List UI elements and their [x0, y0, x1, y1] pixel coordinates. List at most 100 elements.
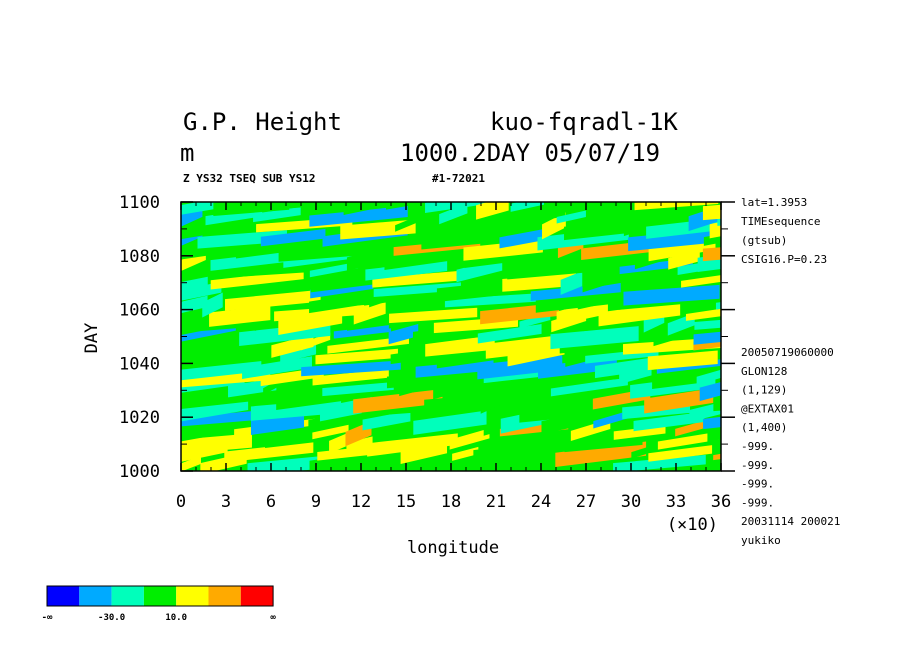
field-cell	[353, 389, 443, 414]
x-tick-label: 27	[576, 492, 596, 512]
field-cell	[327, 336, 409, 354]
field-cell	[623, 220, 647, 237]
x-tick-label: 18	[441, 492, 461, 512]
field-cell	[720, 290, 721, 304]
heatmap-field	[181, 202, 721, 471]
side-info-line: 20031114 200021	[741, 515, 840, 528]
colorbar-swatch	[143, 586, 177, 606]
field-cell	[628, 228, 719, 252]
field-cell	[353, 301, 386, 325]
field-cell	[699, 381, 721, 402]
field-band	[181, 266, 721, 295]
field-cell	[550, 377, 628, 397]
field-cell	[309, 292, 367, 314]
field-cell	[499, 227, 551, 249]
field-cell	[388, 324, 419, 345]
units-label: m	[180, 139, 194, 167]
field-cell	[373, 282, 461, 298]
field-cell	[347, 314, 397, 331]
field-cell	[533, 389, 592, 403]
field-cell	[312, 423, 349, 440]
field-cell	[367, 430, 458, 457]
x-tick-label: 21	[486, 492, 506, 512]
field-cell	[644, 388, 714, 414]
field-cell	[647, 350, 718, 371]
field-cell	[413, 410, 487, 435]
side-info-line: 20050719060000	[741, 346, 834, 359]
field-cell	[564, 435, 643, 453]
y-tick-label: 1040	[119, 354, 160, 374]
field-cell	[301, 360, 401, 377]
colorbar-label: -∞	[42, 613, 53, 623]
field-cell	[555, 441, 647, 468]
field-cell	[181, 433, 252, 454]
field-cell	[507, 261, 584, 280]
field-cell	[362, 410, 411, 431]
field-cell	[696, 369, 721, 385]
field-cell	[242, 356, 312, 380]
field-cell	[250, 413, 305, 435]
field-cell	[309, 205, 408, 227]
y-tick-label: 1060	[119, 301, 160, 321]
field-cell	[476, 202, 509, 220]
y-axis: 1000 1020 1040 1060 1080 1100	[119, 193, 735, 482]
x-tick-label: 6	[266, 492, 276, 512]
field-cell	[599, 249, 641, 271]
field-cell	[681, 275, 721, 288]
field-cell	[613, 425, 666, 440]
field-cell	[271, 334, 314, 358]
field-cell	[209, 305, 271, 327]
x-tick-label: 9	[311, 492, 321, 512]
colorbar-swatch	[240, 586, 274, 606]
field-cell	[260, 228, 326, 247]
field-cell	[390, 348, 437, 365]
y-tick-label: 1080	[119, 247, 160, 267]
colorbar-swatch	[111, 586, 144, 606]
field-cell	[343, 202, 395, 215]
field-cell	[652, 368, 705, 390]
field-cell	[689, 402, 721, 422]
field-cell	[425, 202, 493, 213]
field-cell	[210, 269, 304, 290]
side-info-line: -999.	[741, 440, 774, 453]
field-cell	[477, 355, 563, 380]
side-info-line: @EXTAX01	[741, 402, 794, 415]
field-cell	[278, 240, 378, 262]
field-cell	[613, 454, 706, 471]
field-cell	[485, 433, 577, 454]
field-cell	[228, 277, 315, 297]
field-cell	[598, 301, 681, 327]
x-tick-label: 3	[221, 492, 231, 512]
x-multiplier: (×10)	[667, 515, 718, 535]
y-axis-label: DAY	[82, 323, 102, 354]
field-cell	[693, 331, 721, 345]
field-cell	[312, 369, 389, 386]
field-cell	[519, 399, 616, 423]
field-cell	[309, 261, 359, 278]
date-subtitle: 1000.2DAY 05/07/19	[400, 139, 660, 167]
field-cell	[197, 230, 287, 249]
field-cell	[280, 344, 317, 364]
x-tick-label: 24	[531, 492, 551, 512]
field-cell	[322, 381, 394, 397]
colorbar-label: ∞	[270, 613, 276, 623]
field-cell	[253, 206, 301, 223]
field-cell	[588, 202, 634, 213]
colorbar-swatch	[47, 586, 80, 606]
field-cell	[685, 297, 721, 315]
field-cell	[589, 207, 680, 228]
field-cell	[485, 335, 562, 359]
x-axis-label: longitude	[407, 538, 499, 558]
field-band	[181, 428, 721, 457]
field-cell	[463, 239, 543, 261]
y-tick-label: 1020	[119, 408, 160, 428]
x-tick-label: 15	[396, 492, 416, 512]
colorbar: -∞ -30.0 10.0 ∞	[42, 585, 276, 623]
field-cell	[181, 420, 237, 442]
field-cell	[668, 249, 700, 270]
field-cell	[709, 221, 721, 239]
x-tick-label: 33	[666, 492, 686, 512]
field-cell	[181, 455, 202, 471]
field-cell	[235, 241, 287, 259]
